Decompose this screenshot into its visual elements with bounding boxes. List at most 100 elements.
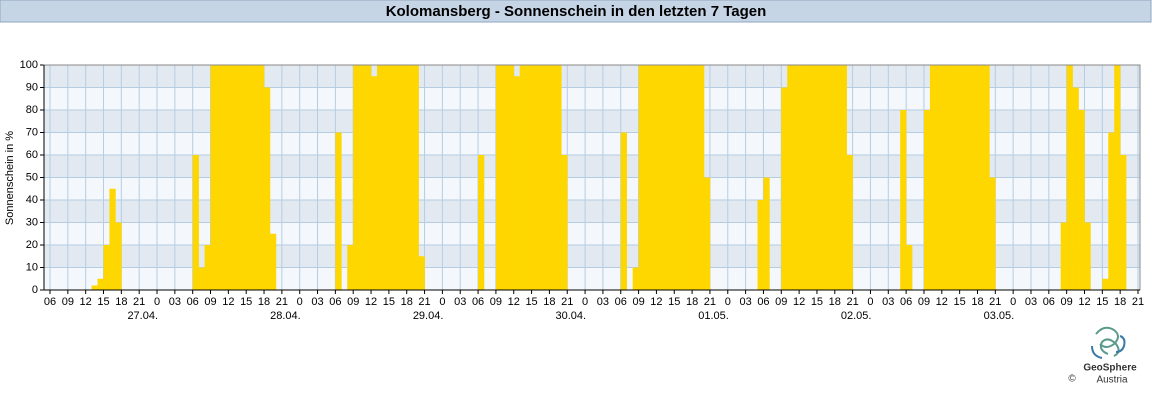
- x-tick-label: 21: [418, 296, 430, 308]
- y-tick-label: 10: [26, 261, 38, 273]
- x-tick-label: 12: [1078, 296, 1090, 308]
- bar: [781, 87, 788, 290]
- x-tick-label: 09: [490, 296, 502, 308]
- y-tick-label: 50: [26, 171, 38, 183]
- date-label: 01.05.: [698, 310, 729, 322]
- bar: [204, 245, 211, 290]
- y-tick-label: 40: [26, 194, 38, 206]
- bar: [656, 65, 663, 290]
- bar: [412, 65, 419, 290]
- bar: [650, 65, 657, 290]
- x-tick-label: 18: [543, 296, 555, 308]
- x-tick-label: 09: [347, 296, 359, 308]
- bar: [941, 65, 949, 290]
- x-tick-label: 12: [222, 296, 234, 308]
- x-tick-label: 0: [297, 296, 303, 308]
- bar: [840, 65, 847, 290]
- y-tick-label: 60: [26, 149, 38, 161]
- x-tick-label: 06: [1043, 296, 1055, 308]
- date-label: 29.04.: [413, 310, 444, 322]
- x-tick-label: 15: [97, 296, 109, 308]
- x-tick-label: 0: [725, 296, 731, 308]
- bar: [495, 65, 503, 290]
- x-tick-label: 12: [650, 296, 662, 308]
- bar: [965, 65, 972, 290]
- date-label: 02.05.: [841, 310, 872, 322]
- bar: [1102, 278, 1109, 290]
- x-tick-label: 0: [582, 296, 588, 308]
- x-tick-label: 12: [80, 296, 92, 308]
- y-tick-label: 0: [32, 284, 38, 296]
- x-tick-label: 21: [561, 296, 573, 308]
- bar: [210, 65, 217, 290]
- x-tick-label: 21: [276, 296, 288, 308]
- bar: [1114, 65, 1121, 290]
- bar: [959, 65, 966, 290]
- title-bar: [0, 0, 1152, 23]
- bar: [805, 65, 812, 290]
- bar: [1072, 87, 1079, 290]
- bar: [394, 65, 402, 290]
- bar: [793, 65, 800, 290]
- x-tick-label: 09: [1061, 296, 1073, 308]
- bar: [1078, 110, 1085, 290]
- x-tick-label: 03: [1025, 296, 1037, 308]
- x-tick-label: 03: [169, 296, 181, 308]
- bar: [252, 65, 259, 290]
- x-tick-label: 18: [1114, 296, 1126, 308]
- x-tick-label: 18: [829, 296, 841, 308]
- x-tick-label: 12: [793, 296, 805, 308]
- bar: [1066, 65, 1073, 290]
- x-tick-label: 15: [811, 296, 823, 308]
- copyright: ©: [1068, 374, 1076, 385]
- bar: [335, 132, 342, 290]
- date-label: 30.04.: [556, 310, 587, 322]
- bar: [787, 65, 794, 290]
- bar: [109, 188, 116, 290]
- x-tick-label: 09: [62, 296, 74, 308]
- x-tick-label: 0: [867, 296, 873, 308]
- bar: [406, 65, 413, 290]
- x-tick-label: 03: [882, 296, 894, 308]
- date-label: 28.04.: [270, 310, 301, 322]
- bar: [703, 177, 711, 290]
- x-tick-label: 18: [971, 296, 983, 308]
- bar: [929, 65, 937, 290]
- x-tick-label: 03: [597, 296, 609, 308]
- x-tick-label: 09: [918, 296, 930, 308]
- bar: [531, 65, 538, 290]
- bar: [923, 110, 931, 290]
- logo-name: GeoSphere: [1083, 363, 1137, 374]
- y-axis-label: Sonnenschein in %: [4, 131, 16, 225]
- x-tick-label: 21: [133, 296, 145, 308]
- y-tick-label: 90: [26, 81, 38, 93]
- bar: [400, 65, 408, 290]
- bar: [698, 65, 705, 290]
- logo-sub: Austria: [1096, 375, 1128, 386]
- bar: [192, 155, 199, 290]
- bar: [620, 132, 627, 290]
- bar: [264, 87, 271, 290]
- x-tick-label: 0: [1010, 296, 1016, 308]
- bar: [246, 65, 253, 290]
- x-tick-label: 15: [240, 296, 252, 308]
- bar: [983, 65, 990, 290]
- bar: [906, 245, 913, 290]
- bar: [674, 65, 681, 290]
- x-tick-label: 09: [204, 296, 216, 308]
- y-tick-label: 80: [26, 104, 38, 116]
- bar: [103, 245, 110, 290]
- x-tick-label: 03: [739, 296, 751, 308]
- bar: [989, 177, 996, 290]
- bar: [668, 65, 675, 290]
- bar: [632, 267, 639, 290]
- bar: [555, 65, 562, 290]
- x-tick-label: 06: [187, 296, 199, 308]
- x-tick-label: 06: [472, 296, 484, 308]
- bar: [1060, 222, 1067, 290]
- bar: [1084, 222, 1091, 290]
- bar: [258, 65, 265, 290]
- bar: [519, 65, 526, 290]
- bar: [347, 245, 354, 290]
- x-tick-label: 21: [704, 296, 716, 308]
